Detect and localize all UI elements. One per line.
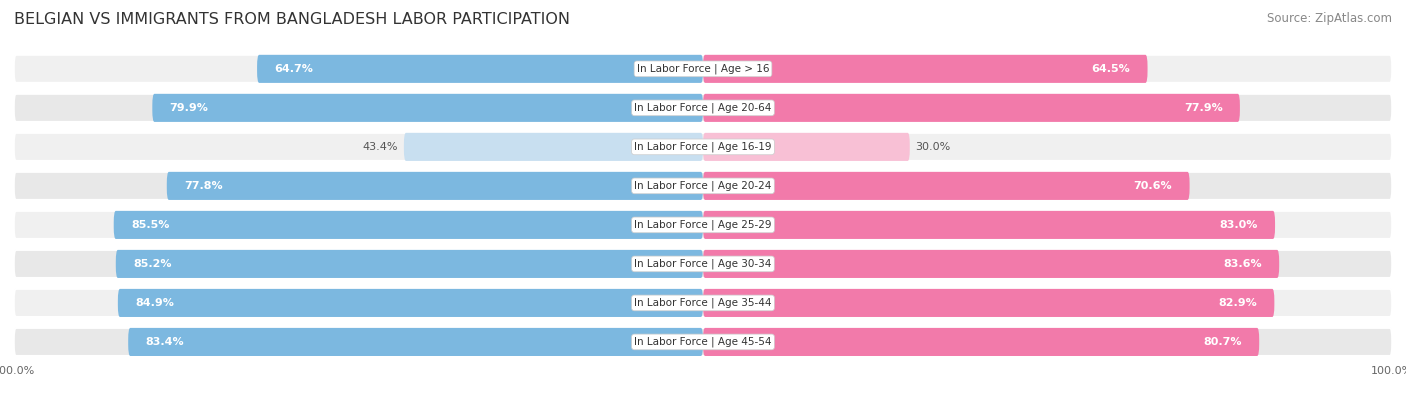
Text: 64.7%: 64.7% [274, 64, 314, 74]
Text: In Labor Force | Age 20-64: In Labor Force | Age 20-64 [634, 103, 772, 113]
FancyBboxPatch shape [114, 211, 703, 239]
Text: 83.6%: 83.6% [1223, 259, 1263, 269]
FancyBboxPatch shape [128, 328, 703, 356]
FancyBboxPatch shape [703, 211, 1275, 239]
Text: 77.8%: 77.8% [184, 181, 222, 191]
FancyBboxPatch shape [404, 133, 703, 161]
FancyBboxPatch shape [14, 172, 1392, 200]
FancyBboxPatch shape [14, 289, 1392, 317]
Text: 70.6%: 70.6% [1133, 181, 1173, 191]
FancyBboxPatch shape [703, 328, 1260, 356]
FancyBboxPatch shape [167, 172, 703, 200]
FancyBboxPatch shape [703, 55, 1147, 83]
FancyBboxPatch shape [14, 328, 1392, 356]
Text: 84.9%: 84.9% [135, 298, 174, 308]
Text: In Labor Force | Age 35-44: In Labor Force | Age 35-44 [634, 298, 772, 308]
Text: In Labor Force | Age 16-19: In Labor Force | Age 16-19 [634, 142, 772, 152]
Text: 79.9%: 79.9% [170, 103, 208, 113]
Text: 77.9%: 77.9% [1184, 103, 1223, 113]
FancyBboxPatch shape [14, 55, 1392, 83]
Text: BELGIAN VS IMMIGRANTS FROM BANGLADESH LABOR PARTICIPATION: BELGIAN VS IMMIGRANTS FROM BANGLADESH LA… [14, 12, 569, 27]
Text: In Labor Force | Age 30-34: In Labor Force | Age 30-34 [634, 259, 772, 269]
FancyBboxPatch shape [703, 133, 910, 161]
FancyBboxPatch shape [703, 250, 1279, 278]
FancyBboxPatch shape [14, 94, 1392, 122]
Text: 80.7%: 80.7% [1204, 337, 1241, 347]
Text: 83.0%: 83.0% [1219, 220, 1258, 230]
FancyBboxPatch shape [703, 289, 1274, 317]
FancyBboxPatch shape [115, 250, 703, 278]
FancyBboxPatch shape [14, 133, 1392, 161]
FancyBboxPatch shape [152, 94, 703, 122]
Text: 83.4%: 83.4% [145, 337, 184, 347]
Text: 64.5%: 64.5% [1091, 64, 1130, 74]
Text: Source: ZipAtlas.com: Source: ZipAtlas.com [1267, 12, 1392, 25]
FancyBboxPatch shape [703, 94, 1240, 122]
Text: 43.4%: 43.4% [363, 142, 398, 152]
Text: In Labor Force | Age 25-29: In Labor Force | Age 25-29 [634, 220, 772, 230]
Text: 82.9%: 82.9% [1219, 298, 1257, 308]
Text: 30.0%: 30.0% [915, 142, 950, 152]
FancyBboxPatch shape [257, 55, 703, 83]
Text: 85.5%: 85.5% [131, 220, 169, 230]
FancyBboxPatch shape [14, 211, 1392, 239]
Text: In Labor Force | Age > 16: In Labor Force | Age > 16 [637, 64, 769, 74]
Text: In Labor Force | Age 45-54: In Labor Force | Age 45-54 [634, 337, 772, 347]
Text: 85.2%: 85.2% [134, 259, 172, 269]
FancyBboxPatch shape [14, 250, 1392, 278]
FancyBboxPatch shape [703, 172, 1189, 200]
Text: In Labor Force | Age 20-24: In Labor Force | Age 20-24 [634, 181, 772, 191]
FancyBboxPatch shape [118, 289, 703, 317]
